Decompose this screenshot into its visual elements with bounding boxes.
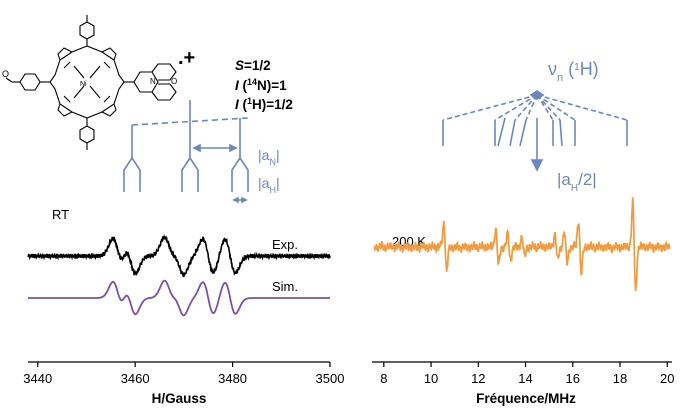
- epr-x-ticks: 3440 3460 3480 3500: [23, 362, 344, 386]
- x-tick-label-1-2: 12: [471, 371, 485, 386]
- metal-label: Ni: [80, 81, 87, 88]
- x-tick-label-1-0: 8: [380, 371, 387, 386]
- porphyrin-macrocycle: [49, 45, 125, 119]
- x-tick-label-1-5: 18: [613, 371, 627, 386]
- porphyrin-structure: [5, 15, 177, 150]
- x-tick-label-0-3: 3500: [316, 371, 345, 386]
- top-tolyl-ring: [79, 21, 95, 40]
- phenoxazine-n-label: N: [150, 77, 156, 86]
- radical-cation-label: .+: [178, 47, 195, 69]
- legend-exp: Exp.: [272, 237, 298, 252]
- epr-chart: RT Exp. Sim. 3440 3460 3480 3500 H/Gauss: [23, 207, 344, 406]
- a-n-label: |aN|: [258, 147, 280, 167]
- x-tick-label-1-4: 16: [566, 371, 580, 386]
- x-tick-label-0-2: 3480: [218, 371, 247, 386]
- x-tick-label-1-3: 14: [518, 371, 532, 386]
- nitrogen-spin-label: I (14N)=1: [235, 77, 287, 93]
- series-line-sim: [28, 279, 330, 317]
- endor-chart: 200 K 8 10 12 14 16 18 20 Fréquence/MHz: [372, 197, 675, 406]
- endor-scheme: [442, 90, 628, 172]
- bottom-tolyl-ring: [79, 125, 95, 144]
- x-tick-label-0-0: 3440: [23, 371, 52, 386]
- epr-splitting-scheme: [123, 100, 249, 204]
- nu-n-label: νn (1H): [548, 59, 599, 84]
- epr-temperature-label: RT: [52, 207, 69, 222]
- x-tick-label-0-1: 3460: [121, 371, 150, 386]
- a-h-label: |aH|: [258, 175, 280, 195]
- x-tick-label-1-6: 20: [660, 371, 674, 386]
- a-h-half-label: |aH/2|: [557, 170, 597, 194]
- series-line-endor: [373, 197, 671, 291]
- phenoxazine-group: [133, 63, 177, 101]
- endor-x-ticks: 8 10 12 14 16 18 20: [380, 362, 675, 386]
- proton-spin-label: I (1H)=1/2: [235, 96, 293, 112]
- left-anisyl-ring: [19, 73, 41, 91]
- series-line-exp: [27, 234, 331, 278]
- phenoxazine-o-label: O: [171, 77, 177, 86]
- methoxy-label: O: [2, 69, 9, 79]
- endor-x-axis-title: Fréquence/MHz: [476, 391, 576, 406]
- epr-x-axis-title: H/Gauss: [152, 391, 207, 406]
- legend-sim: Sim.: [272, 279, 298, 294]
- spin-label: S=1/2: [235, 58, 271, 73]
- x-tick-label-1-1: 10: [424, 371, 438, 386]
